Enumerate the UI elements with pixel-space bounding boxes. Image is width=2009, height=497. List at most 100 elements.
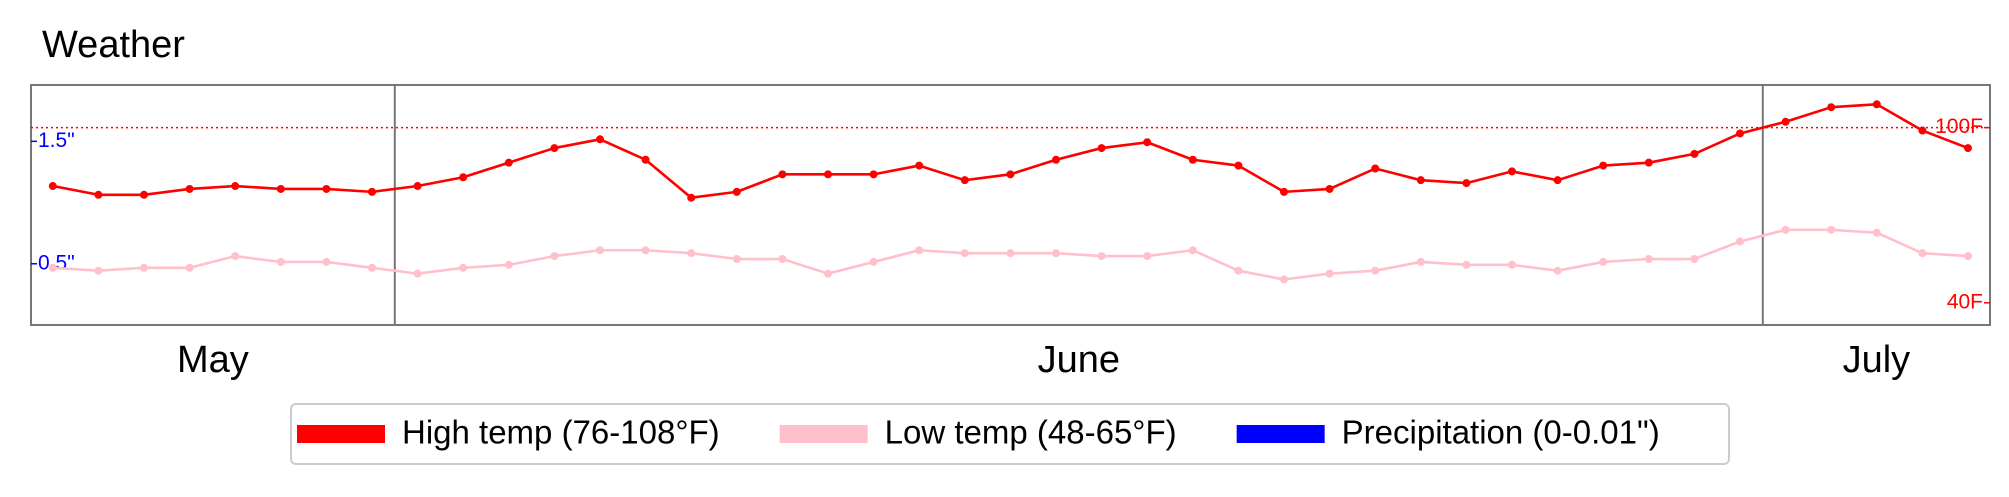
data-point: [231, 182, 240, 191]
data-point: [322, 257, 331, 266]
data-point: [368, 187, 376, 196]
data-point: [869, 170, 878, 179]
data-point: [778, 255, 787, 264]
data-point: [1781, 117, 1790, 126]
data-point: [276, 184, 285, 193]
data-point: [185, 263, 194, 272]
data-point: [596, 246, 604, 255]
data-point: [1234, 161, 1243, 170]
data-point: [1918, 249, 1927, 258]
data-point: [596, 135, 604, 144]
data-point: [1462, 179, 1471, 188]
data-point: [1188, 155, 1197, 164]
data-point: [1827, 103, 1836, 112]
data-point: [1325, 269, 1334, 278]
data-point: [550, 252, 559, 261]
data-point: [1143, 138, 1152, 147]
chart-title: Weather: [42, 24, 185, 66]
data-point: [1644, 158, 1653, 167]
data-point: [960, 249, 969, 258]
legend-swatch: [779, 425, 868, 443]
data-point: [368, 263, 376, 272]
data-point: [94, 266, 103, 275]
data-point: [1553, 266, 1562, 275]
y-tick-label: 1.5": [38, 129, 75, 152]
data-point: [322, 184, 331, 193]
data-point: [1462, 260, 1471, 269]
series-line: [52, 102, 1969, 200]
legend-label: Precipitation (0-0.01"): [1342, 414, 1660, 451]
data-point: [1964, 252, 1972, 261]
data-point: [1690, 149, 1699, 158]
legend-swatch: [1236, 425, 1325, 443]
data-point: [1006, 170, 1015, 179]
data-point: [140, 190, 148, 199]
data-point: [1872, 228, 1881, 237]
data-point: [1918, 126, 1927, 135]
month-label: May: [177, 339, 249, 381]
data-point: [459, 263, 468, 272]
month-label: June: [1038, 339, 1120, 381]
data-point: [48, 263, 57, 272]
data-point: [641, 246, 650, 255]
data-point: [459, 173, 468, 182]
data-point: [550, 144, 559, 153]
data-point: [1508, 167, 1516, 176]
data-point: [1143, 252, 1152, 261]
data-point: [687, 249, 696, 258]
data-point: [231, 252, 240, 261]
data-point: [1006, 249, 1015, 258]
legend-frame: [290, 403, 1730, 465]
data-point: [1964, 144, 1972, 153]
data-point: [687, 193, 696, 202]
y2-tick-label: 100F: [1935, 115, 1983, 138]
legend-label: High temp (76-108°F): [402, 414, 720, 451]
data-point: [1599, 257, 1608, 266]
legend-swatch: [297, 425, 385, 443]
y-tick-label: 0.5": [38, 251, 75, 274]
data-point: [1097, 144, 1106, 153]
data-point: [1052, 249, 1060, 258]
data-point: [1188, 246, 1197, 255]
data-point: [641, 155, 650, 164]
month-label: July: [1843, 339, 1911, 381]
data-point: [915, 246, 924, 255]
data-point: [732, 187, 741, 196]
data-point: [413, 182, 422, 191]
data-point: [869, 257, 878, 266]
legend-label: Low temp (48-65°F): [885, 414, 1177, 451]
data-point: [824, 170, 832, 179]
data-point: [413, 269, 422, 278]
data-point: [1508, 260, 1516, 269]
data-point: [778, 170, 787, 179]
data-point: [1736, 129, 1744, 138]
data-point: [1827, 225, 1836, 234]
data-point: [1280, 187, 1288, 196]
data-point: [1644, 255, 1653, 264]
data-point: [48, 182, 57, 191]
data-point: [1371, 164, 1380, 173]
y2-tick-label: 40F: [1947, 290, 1983, 313]
data-point: [276, 257, 285, 266]
data-point: [1097, 252, 1106, 261]
data-point: [1234, 266, 1243, 275]
data-point: [1052, 155, 1060, 164]
data-point: [1280, 275, 1288, 284]
data-point: [1416, 257, 1425, 266]
data-point: [732, 255, 741, 264]
data-point: [1325, 184, 1334, 193]
data-point: [504, 158, 513, 167]
data-point: [1553, 176, 1562, 185]
data-point: [94, 190, 103, 199]
data-point: [1690, 255, 1699, 264]
data-point: [915, 161, 924, 170]
data-point: [1781, 225, 1790, 234]
data-point: [824, 269, 832, 278]
data-point: [185, 184, 194, 193]
data-point: [1736, 237, 1744, 246]
data-point: [1416, 176, 1425, 185]
data-point: [140, 263, 148, 272]
data-point: [1599, 161, 1608, 170]
data-point: [504, 260, 513, 269]
